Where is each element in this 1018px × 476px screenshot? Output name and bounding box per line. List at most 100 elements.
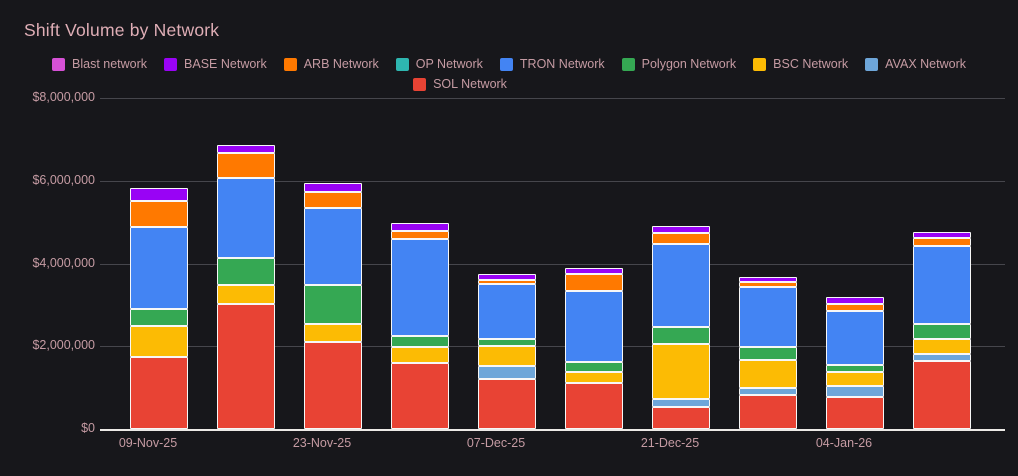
legend-item-base-network[interactable]: BASE Network	[164, 57, 267, 71]
bar-segment-sol-network[interactable]	[391, 362, 449, 429]
bar-segment-arb-network[interactable]	[826, 304, 884, 312]
bar-segment-tron-network[interactable]	[565, 290, 623, 363]
bar-segment-bsc-network[interactable]	[739, 360, 797, 388]
bar-segment-arb-network[interactable]	[652, 233, 710, 245]
bar-segment-avax-network[interactable]	[652, 399, 710, 407]
bar-09-nov-25[interactable]	[130, 188, 188, 429]
x-axis-line	[100, 429, 1005, 431]
bar-04-jan-26[interactable]	[826, 297, 884, 429]
legend-item-tron-network[interactable]: TRON Network	[499, 57, 605, 71]
bar-segment-bsc-network[interactable]	[826, 371, 884, 387]
bar-segment-base-network[interactable]	[130, 188, 188, 201]
legend-item-label: BSC Network	[773, 57, 849, 71]
bar-segment-sol-network[interactable]	[739, 395, 797, 429]
x-tick-label: 23-Nov-25	[292, 436, 352, 450]
bar-segment-polygon-network[interactable]	[130, 308, 188, 326]
bar-segment-bsc-network[interactable]	[391, 346, 449, 363]
bar-segment-polygon-network[interactable]	[217, 258, 275, 285]
bar-segment-bsc-network[interactable]	[565, 371, 623, 384]
bar-segment-polygon-network[interactable]	[565, 362, 623, 372]
bar-segment-tron-network[interactable]	[130, 226, 188, 309]
bar-30-nov-25[interactable]	[391, 222, 449, 429]
bar-segment-base-network[interactable]	[826, 297, 884, 305]
bar-segment-bsc-network[interactable]	[913, 339, 971, 355]
bar-segment-base-network[interactable]	[478, 273, 536, 281]
bar-14-dec-25[interactable]	[565, 268, 623, 429]
bar-segment-sol-network[interactable]	[304, 342, 362, 429]
legend-item-sol-network[interactable]: SOL Network	[413, 77, 507, 91]
bar-segment-arb-network[interactable]	[739, 281, 797, 288]
bar-segment-bsc-network[interactable]	[130, 325, 188, 358]
bar-segment-tron-network[interactable]	[478, 284, 536, 339]
gridline	[100, 98, 1005, 99]
bar-segment-sol-network[interactable]	[217, 304, 275, 429]
legend-swatch-icon	[164, 57, 178, 71]
bar-segment-bsc-network[interactable]	[217, 284, 275, 304]
bar-segment-avax-network[interactable]	[826, 386, 884, 397]
bar-segment-polygon-network[interactable]	[652, 327, 710, 344]
bar-segment-bsc-network[interactable]	[478, 346, 536, 366]
legend-item-arb-network[interactable]: ARB Network	[283, 57, 379, 71]
bar-segment-avax-network[interactable]	[913, 354, 971, 362]
bar-segment-arb-network[interactable]	[304, 191, 362, 209]
legend-row: Blast network BASE Network ARB Network OP N…	[0, 54, 1018, 74]
bar-segment-polygon-network[interactable]	[391, 336, 449, 347]
bar-segment-avax-network[interactable]	[478, 365, 536, 379]
bar-11-jan-26[interactable]	[913, 232, 971, 429]
bar-segment-arb-network[interactable]	[391, 231, 449, 239]
bar-segment-avax-network[interactable]	[739, 387, 797, 396]
bar-23-nov-25[interactable]	[304, 182, 362, 429]
bar-segment-tron-network[interactable]	[304, 208, 362, 286]
bar-segment-tron-network[interactable]	[217, 178, 275, 259]
bar-21-dec-25[interactable]	[652, 225, 710, 429]
legend-item-label: ARB Network	[303, 57, 379, 71]
bar-segment-base-network[interactable]	[652, 225, 710, 234]
x-tick-label: 09-Nov-25	[118, 436, 178, 450]
bar-segment-base-network[interactable]	[739, 277, 797, 282]
y-tick-label: $2,000,000	[32, 338, 95, 353]
bar-segment-tron-network[interactable]	[826, 311, 884, 366]
bar-segment-sol-network[interactable]	[565, 383, 623, 429]
legend-swatch-icon	[413, 77, 427, 91]
bar-segment-polygon-network[interactable]	[304, 285, 362, 324]
bar-segment-base-network[interactable]	[304, 182, 362, 192]
bar-segment-polygon-network[interactable]	[478, 338, 536, 347]
x-tick-label: 04-Jan-26	[815, 436, 873, 450]
bar-segment-tron-network[interactable]	[913, 246, 971, 324]
bar-segment-sol-network[interactable]	[130, 357, 188, 429]
bar-segment-tron-network[interactable]	[652, 244, 710, 328]
bar-segment-base-network[interactable]	[391, 222, 449, 232]
bar-28-dec-25[interactable]	[739, 277, 797, 429]
legend: Blast network BASE Network ARB Network OP N…	[0, 54, 1018, 94]
bar-segment-arb-network[interactable]	[217, 153, 275, 179]
bar-segment-tron-network[interactable]	[739, 287, 797, 348]
legend-item-blast-network[interactable]: Blast network	[52, 57, 147, 71]
y-tick-label: $8,000,000	[32, 90, 95, 104]
legend-swatch-icon	[621, 57, 635, 71]
bar-segment-bsc-network[interactable]	[652, 343, 710, 400]
legend-item-label: AVAX Network	[885, 57, 966, 71]
bar-segment-sol-network[interactable]	[478, 378, 536, 429]
bar-16-nov-25[interactable]	[217, 144, 275, 429]
bar-segment-bsc-network[interactable]	[304, 323, 362, 343]
bar-segment-sol-network[interactable]	[826, 396, 884, 429]
bar-segment-sol-network[interactable]	[913, 361, 971, 429]
bar-segment-arb-network[interactable]	[913, 237, 971, 247]
bar-segment-arb-network[interactable]	[478, 280, 536, 285]
bar-segment-arb-network[interactable]	[130, 200, 188, 227]
bar-segment-polygon-network[interactable]	[739, 347, 797, 361]
bar-segment-base-network[interactable]	[913, 232, 971, 238]
bar-segment-polygon-network[interactable]	[913, 323, 971, 340]
legend-swatch-icon	[52, 57, 66, 71]
bar-07-dec-25[interactable]	[478, 273, 536, 429]
bar-segment-base-network[interactable]	[217, 144, 275, 154]
legend-item-bsc-network[interactable]: BSC Network	[753, 57, 848, 71]
bar-segment-arb-network[interactable]	[565, 274, 623, 291]
bar-segment-base-network[interactable]	[565, 268, 623, 275]
legend-item-avax-network[interactable]: AVAX Network	[865, 57, 966, 71]
bar-segment-tron-network[interactable]	[391, 238, 449, 337]
bar-segment-sol-network[interactable]	[652, 406, 710, 429]
legend-item-op-network[interactable]: OP Network	[395, 57, 483, 71]
legend-item-polygon-network[interactable]: Polygon Network	[621, 57, 736, 71]
bar-segment-polygon-network[interactable]	[826, 365, 884, 372]
